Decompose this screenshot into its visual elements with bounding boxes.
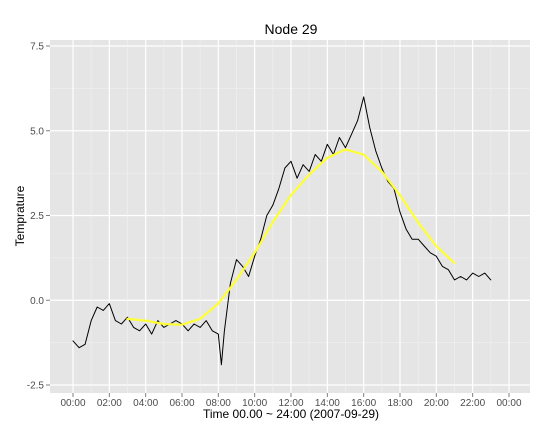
x-axis-title: Time 00.00 ~ 24:00 (2007-09-29)	[203, 407, 379, 421]
x-tick-label: 20:00	[424, 398, 449, 409]
plot-background	[50, 40, 530, 393]
y-tick-label: 5.0	[30, 126, 44, 137]
y-axis-ticks: -2.5 0.0 2.5 5.0 7.5	[27, 42, 50, 392]
x-tick-label: 16:00	[351, 398, 376, 409]
temperature-line	[72, 96, 492, 366]
y-tick-label: 7.5	[30, 42, 44, 53]
y-tick-label: 2.5	[30, 211, 44, 222]
chart-title: Node 29	[265, 21, 318, 37]
x-axis-ticks: 00:00 02:00 04:00 06:00 08:00 10:00 12:00 14:00…	[60, 393, 522, 409]
x-tick-label: 00:00	[60, 398, 85, 409]
x-tick-label: 12:00	[278, 398, 303, 409]
smooth-trend-line	[126, 148, 456, 326]
series-layer	[72, 96, 492, 366]
y-tick-label: 0.0	[30, 296, 44, 307]
x-tick-label: 06:00	[169, 398, 194, 409]
x-tick-label: 14:00	[315, 398, 340, 409]
y-tick-label: -2.5	[27, 381, 45, 392]
x-tick-label: 00:00	[496, 398, 521, 409]
x-tick-label: 10:00	[242, 398, 267, 409]
x-tick-label: 22:00	[460, 398, 485, 409]
x-tick-label: 08:00	[206, 398, 231, 409]
x-tick-label: 02:00	[97, 398, 122, 409]
grid	[50, 40, 530, 393]
y-axis-title: Temprature	[13, 185, 27, 246]
x-tick-label: 18:00	[387, 398, 412, 409]
x-tick-label: 04:00	[133, 398, 158, 409]
